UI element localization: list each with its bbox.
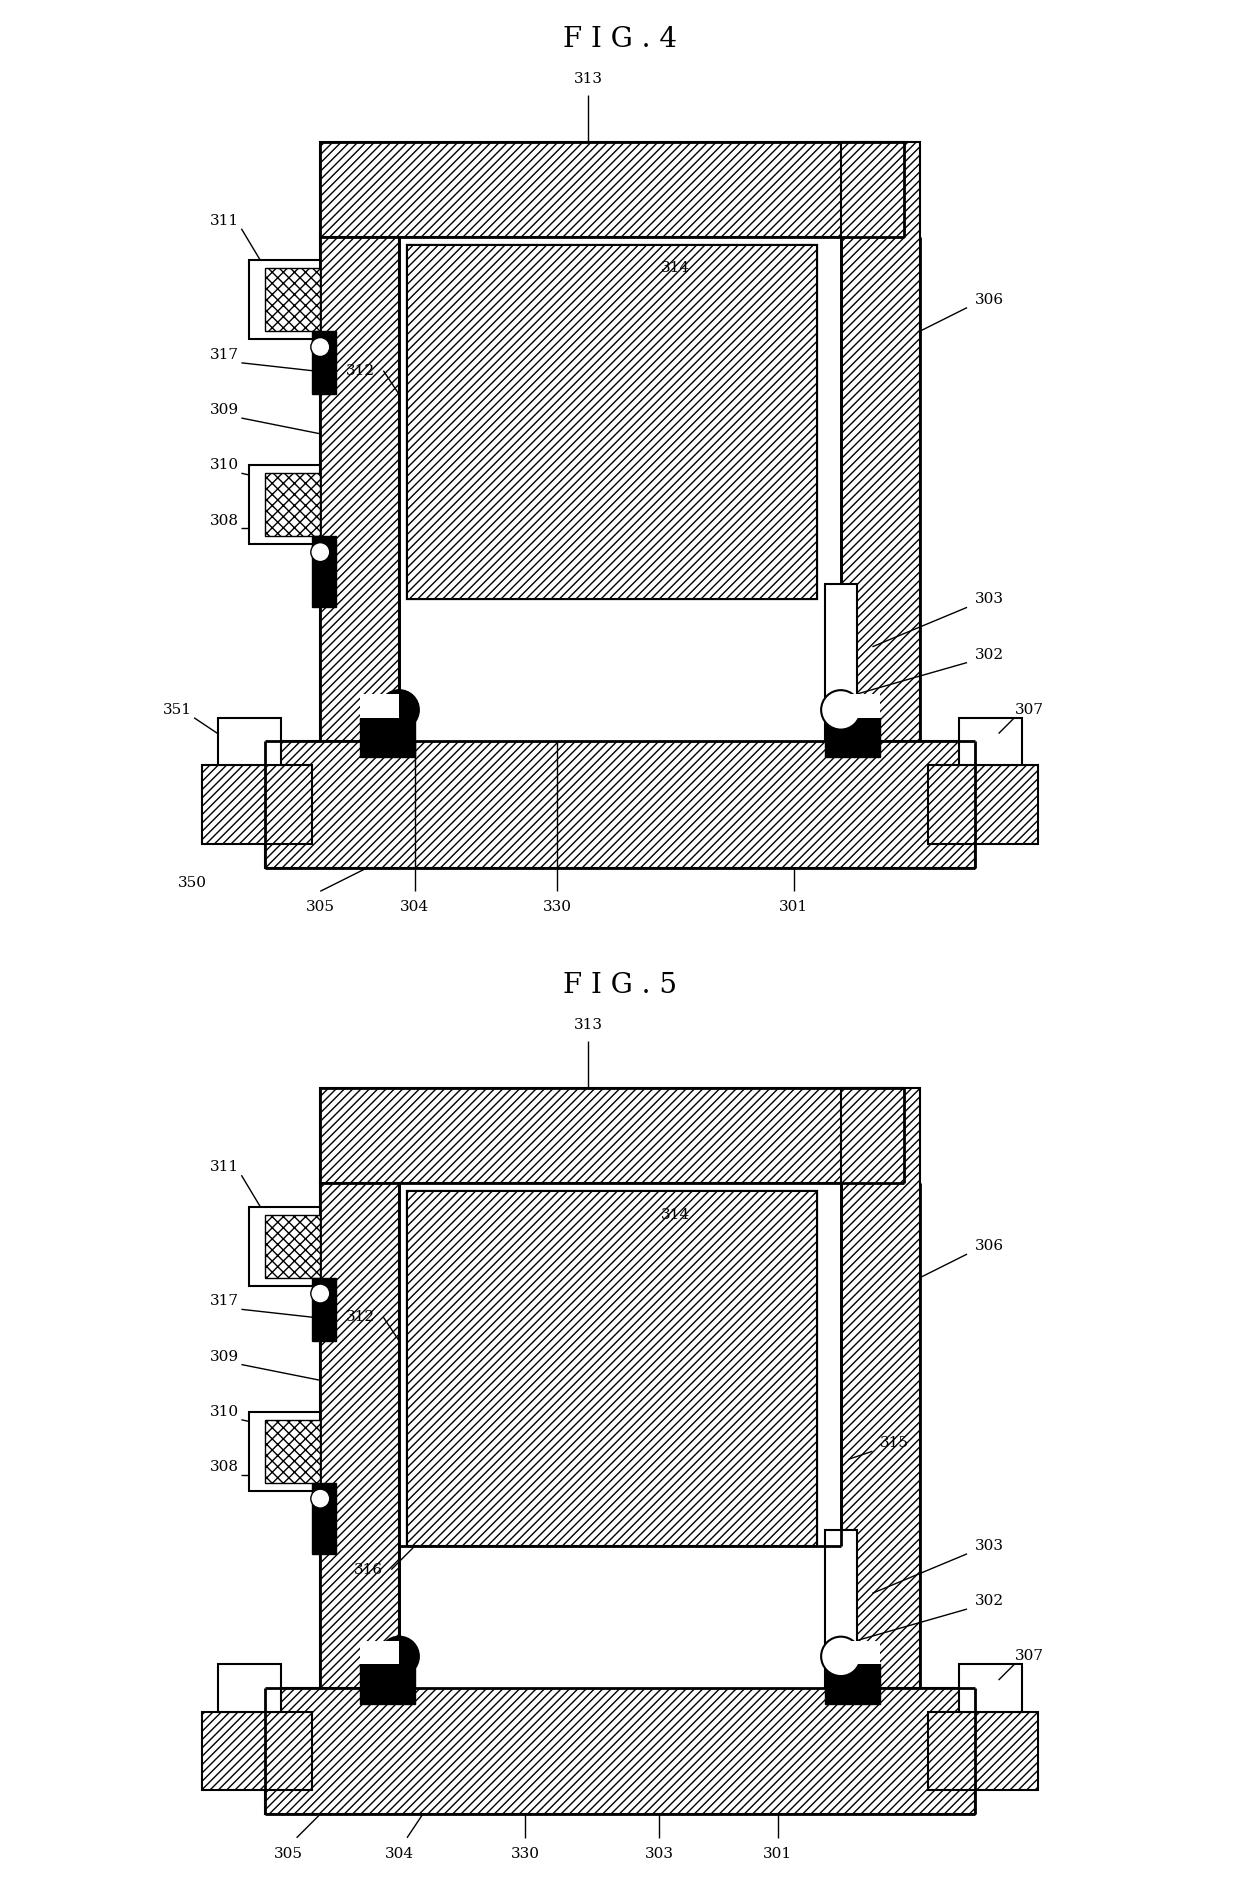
Bar: [841, 1641, 880, 1664]
Bar: [265, 1215, 320, 1278]
Text: 302: 302: [975, 647, 1004, 663]
Circle shape: [379, 691, 419, 729]
Text: 309: 309: [210, 403, 239, 416]
Bar: [312, 536, 336, 608]
Text: 303: 303: [975, 593, 1004, 606]
Bar: [825, 1530, 857, 1689]
Bar: [249, 1412, 320, 1492]
Bar: [399, 1183, 841, 1689]
Bar: [320, 1088, 904, 1183]
Text: 314: 314: [661, 261, 689, 274]
Bar: [928, 1711, 1038, 1791]
Text: F I G . 5: F I G . 5: [563, 973, 677, 1000]
Text: 314: 314: [661, 1208, 689, 1221]
Bar: [360, 717, 415, 757]
Bar: [265, 473, 320, 536]
Text: 317: 317: [210, 348, 239, 362]
Text: 313: 313: [574, 1018, 603, 1032]
Text: 312: 312: [346, 363, 376, 379]
Bar: [218, 1664, 280, 1711]
Text: 308: 308: [210, 1460, 239, 1475]
Bar: [399, 1547, 841, 1689]
Text: 302: 302: [975, 1594, 1004, 1609]
Bar: [312, 1278, 336, 1340]
Text: 311: 311: [210, 1160, 239, 1174]
Bar: [265, 1689, 975, 1813]
Bar: [825, 717, 880, 757]
Text: 309: 309: [210, 1350, 239, 1363]
Bar: [249, 259, 320, 339]
Text: 304: 304: [384, 1846, 414, 1861]
Circle shape: [379, 1637, 419, 1675]
Circle shape: [311, 1490, 330, 1509]
Bar: [407, 244, 817, 600]
Bar: [265, 742, 975, 867]
Text: 304: 304: [401, 899, 429, 914]
Text: 310: 310: [210, 458, 239, 473]
Bar: [841, 1088, 920, 1689]
Text: 301: 301: [779, 899, 808, 914]
Text: 315: 315: [880, 1437, 909, 1450]
Text: 301: 301: [763, 1846, 792, 1861]
Text: 305: 305: [274, 1846, 304, 1861]
Circle shape: [311, 1283, 330, 1302]
Text: F I G . 4: F I G . 4: [563, 27, 677, 53]
Text: 351: 351: [162, 702, 191, 717]
Text: 303: 303: [645, 1846, 673, 1861]
Circle shape: [821, 1637, 861, 1675]
Text: 313: 313: [574, 72, 603, 85]
Text: 317: 317: [210, 1295, 239, 1308]
Text: 330: 330: [511, 1846, 539, 1861]
Bar: [407, 1191, 817, 1547]
Bar: [360, 1664, 415, 1704]
Bar: [928, 765, 1038, 844]
Text: 306: 306: [975, 293, 1004, 307]
Text: 330: 330: [542, 899, 572, 914]
Text: 350: 350: [179, 876, 207, 890]
Text: 308: 308: [210, 513, 239, 528]
Bar: [218, 717, 280, 765]
Bar: [360, 1641, 399, 1664]
Bar: [265, 269, 320, 331]
Bar: [312, 331, 336, 394]
Bar: [320, 142, 904, 237]
Bar: [399, 600, 841, 742]
Text: 305: 305: [306, 899, 335, 914]
Text: 307: 307: [1014, 702, 1043, 717]
Bar: [407, 1191, 817, 1547]
Bar: [360, 695, 399, 717]
Circle shape: [821, 691, 861, 729]
Text: 311: 311: [210, 214, 239, 227]
Bar: [825, 583, 857, 742]
Bar: [960, 717, 1022, 765]
Bar: [265, 1420, 320, 1482]
Bar: [841, 142, 920, 742]
Text: 310: 310: [210, 1405, 239, 1420]
Circle shape: [311, 543, 330, 562]
Bar: [202, 1711, 312, 1791]
Text: 316: 316: [355, 1562, 383, 1577]
Bar: [249, 1208, 320, 1285]
Bar: [407, 1191, 817, 1547]
Text: 307: 307: [1014, 1649, 1043, 1664]
Bar: [825, 1664, 880, 1704]
Bar: [312, 1482, 336, 1554]
Bar: [407, 244, 817, 600]
Bar: [249, 466, 320, 545]
Bar: [407, 244, 817, 600]
Text: 312: 312: [346, 1310, 376, 1325]
Bar: [320, 237, 399, 742]
Bar: [320, 1183, 399, 1689]
Text: 303: 303: [975, 1539, 1004, 1552]
Bar: [841, 695, 880, 717]
Circle shape: [311, 337, 330, 356]
Bar: [399, 237, 841, 742]
Text: 306: 306: [975, 1240, 1004, 1253]
Bar: [202, 765, 312, 844]
Bar: [960, 1664, 1022, 1711]
